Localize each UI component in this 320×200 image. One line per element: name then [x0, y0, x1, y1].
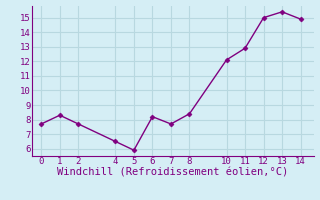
X-axis label: Windchill (Refroidissement éolien,°C): Windchill (Refroidissement éolien,°C) — [57, 168, 288, 178]
